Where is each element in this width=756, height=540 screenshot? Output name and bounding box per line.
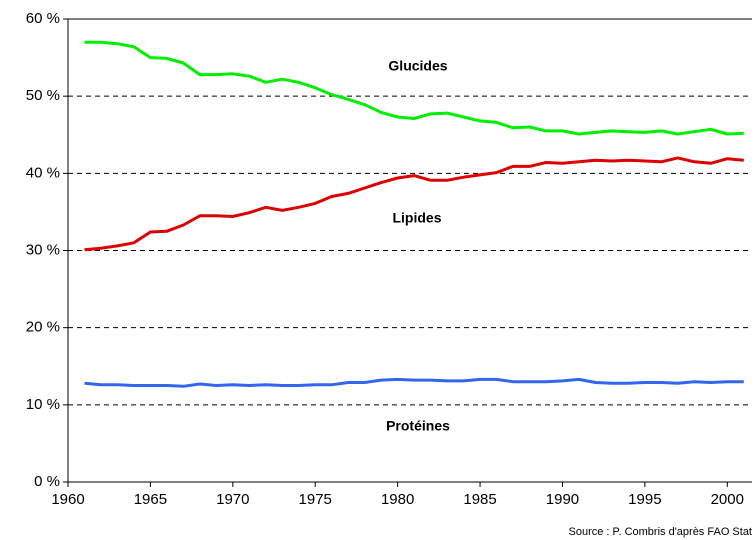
series-line	[84, 156, 744, 252]
y-tick-label: 60 %	[26, 10, 60, 27]
x-tick-label: 1985	[463, 491, 496, 508]
x-tick-label: 1990	[546, 491, 579, 508]
x-tick-label: 1975	[299, 491, 332, 508]
y-tick-label: 10 %	[26, 396, 60, 413]
y-tick-label: 20 %	[26, 319, 60, 336]
series-label: Lipides	[392, 210, 441, 226]
y-tick-label: 30 %	[26, 241, 60, 258]
x-tick-label: 1980	[381, 491, 414, 508]
x-tick-label: 1995	[628, 491, 661, 508]
x-tick-label: 1960	[51, 491, 84, 508]
series-label: Protéines	[386, 418, 450, 434]
series-line	[84, 40, 744, 136]
y-tick-label: 0 %	[34, 473, 60, 490]
x-tick-label: 1970	[216, 491, 249, 508]
series-label: Glucides	[388, 58, 447, 74]
x-tick-label: 1965	[134, 491, 167, 508]
series-line	[84, 377, 744, 388]
x-tick-label: 2000	[711, 491, 744, 508]
y-tick-label: 50 %	[26, 87, 60, 104]
y-tick-label: 40 %	[26, 164, 60, 181]
source-note: Source : P. Combris d'après FAO Stat	[569, 526, 752, 538]
